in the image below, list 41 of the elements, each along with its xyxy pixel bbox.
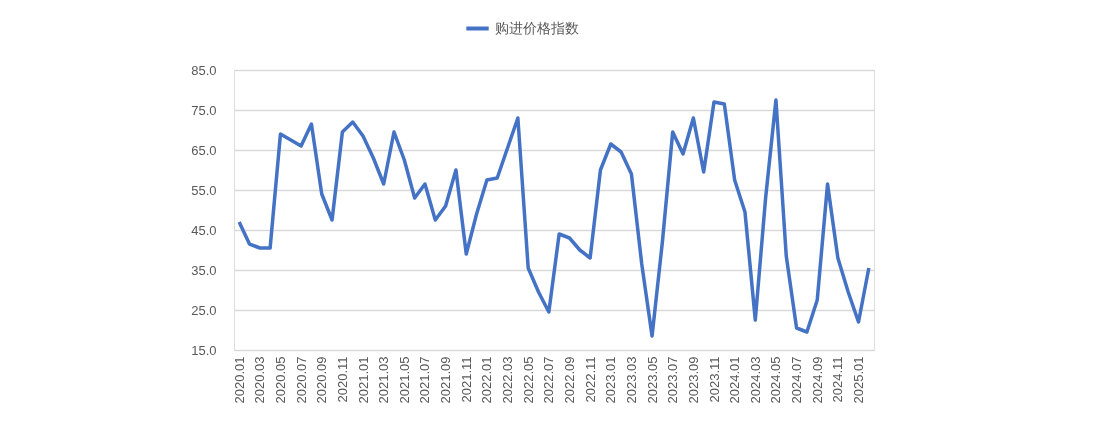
x-tick-label: 2021.01	[355, 356, 371, 404]
x-tick-label: 2024.01	[727, 356, 743, 404]
x-tick-label: 2020.03	[252, 356, 268, 404]
x-tick-label: 2022.07	[541, 356, 557, 404]
x-tick-label: 2022.05	[520, 356, 536, 404]
x-tick-label: 2020.07	[293, 356, 309, 404]
x-tick-label: 2022.03	[500, 356, 516, 404]
x-tick-label: 2021.05	[396, 356, 412, 404]
x-tick-label: 2021.09	[438, 356, 454, 404]
y-tick-label: 75.0	[191, 102, 217, 118]
x-tick-label: 2025.01	[851, 356, 867, 404]
x-tick-label: 2023.07	[665, 356, 681, 404]
x-tick-label: 2024.09	[809, 356, 825, 404]
x-tick-label: 2022.09	[561, 356, 577, 404]
x-tick-label: 2024.05	[768, 356, 784, 404]
x-tick-label: 2022.11	[582, 356, 598, 403]
x-tick-label: 2024.11	[830, 356, 846, 403]
y-tick-label: 45.0	[191, 222, 217, 238]
x-tick-label: 2024.07	[789, 356, 805, 404]
y-tick-label: 25.0	[191, 302, 217, 318]
x-tick-label: 2022.01	[479, 356, 495, 404]
y-tick-label: 55.0	[191, 182, 217, 198]
x-tick-label: 2020.11	[334, 356, 350, 403]
x-tick-label: 2021.07	[417, 356, 433, 404]
x-tick-label: 2020.09	[314, 356, 330, 404]
x-tick-label: 2021.11	[458, 356, 474, 403]
x-tick-label: 2023.03	[623, 356, 639, 404]
y-tick-label: 15.0	[191, 342, 217, 358]
y-tick-label: 65.0	[191, 142, 217, 158]
x-tick-label: 2021.03	[376, 356, 392, 404]
x-tick-label: 2020.05	[272, 356, 288, 404]
y-tick-label: 85.0	[191, 62, 217, 78]
x-tick-label: 2023.09	[685, 356, 701, 404]
x-tick-label: 2024.03	[747, 356, 763, 404]
legend-label: 购进价格指数	[495, 19, 579, 36]
x-tick-label: 2020.01	[231, 356, 247, 404]
line-series	[237, 98, 871, 338]
y-tick-label: 35.0	[191, 262, 217, 278]
x-tick-label: 2023.01	[603, 356, 619, 404]
x-tick-label: 2023.11	[706, 356, 722, 403]
x-tick-label: 2023.05	[644, 356, 660, 404]
